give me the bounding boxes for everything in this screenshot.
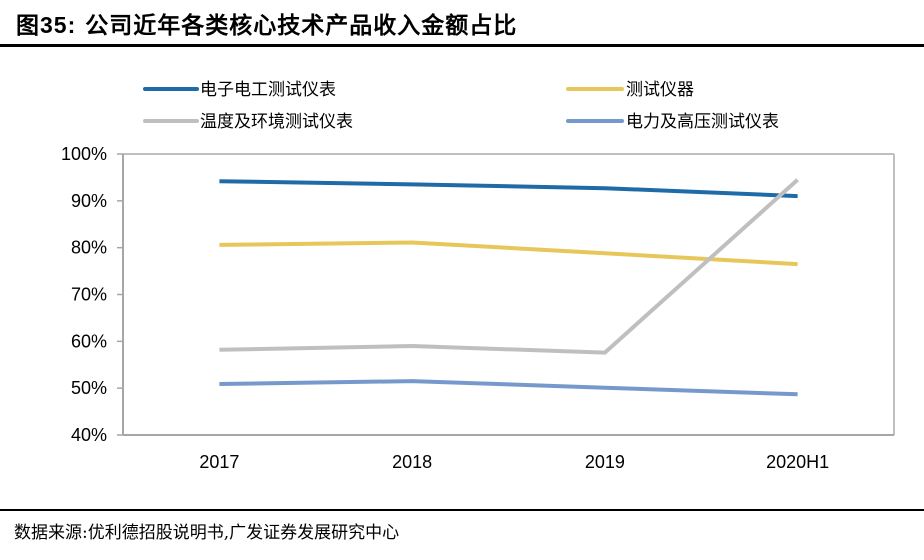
- y-tick-label: 40%: [71, 425, 107, 445]
- x-axis: 2017 2018 2019 2020H1: [199, 452, 829, 472]
- y-tick-label: 50%: [71, 378, 107, 398]
- series-测试仪器: [219, 240, 798, 267]
- figure-title: 图35: 公司近年各类核心技术产品收入金额占比: [16, 6, 517, 40]
- x-tick-label: 2019: [585, 452, 625, 472]
- title-rule: [0, 44, 924, 47]
- legend-item: 电力及高压测试仪表: [566, 112, 779, 132]
- y-tick-label: 80%: [71, 238, 107, 258]
- y-tick-label: 60%: [71, 331, 107, 351]
- legend-label: 测试仪器: [626, 80, 694, 100]
- x-tick-label: 2020H1: [766, 452, 829, 472]
- source-rule: [0, 509, 924, 511]
- x-tick-label: 2018: [392, 452, 432, 472]
- series-layer: [219, 178, 799, 397]
- figure-title-text: 公司近年各类核心技术产品收入金额占比: [85, 13, 518, 39]
- series-line: [219, 178, 799, 355]
- data-source: 数据来源:优利德招股说明书,广发证券发展研究中心: [14, 523, 400, 543]
- legend-label: 电力及高压测试仪表: [626, 112, 779, 132]
- x-tick-label: 2017: [199, 452, 239, 472]
- series-line: [219, 240, 798, 267]
- figure-label: 图35:: [16, 12, 77, 38]
- legend-item: 测试仪器: [566, 80, 694, 100]
- series-line: [219, 179, 798, 199]
- series-温度及环境测试仪表: [219, 178, 799, 355]
- series-电力及高压测试仪表: [219, 379, 798, 397]
- series-电子电工测试仪表: [219, 179, 798, 199]
- legend-item: 电子电工测试仪表: [143, 80, 336, 100]
- y-axis: 40% 50% 60% 70% 80% 90% 100%: [61, 144, 123, 445]
- series-line: [219, 379, 798, 397]
- legend-item: 温度及环境测试仪表: [143, 112, 353, 132]
- y-tick-label: 90%: [71, 191, 107, 211]
- y-tick-label: 70%: [71, 285, 107, 305]
- legend-label: 电子电工测试仪表: [200, 80, 336, 100]
- y-tick-label: 100%: [61, 144, 107, 164]
- legend-label: 温度及环境测试仪表: [200, 112, 353, 132]
